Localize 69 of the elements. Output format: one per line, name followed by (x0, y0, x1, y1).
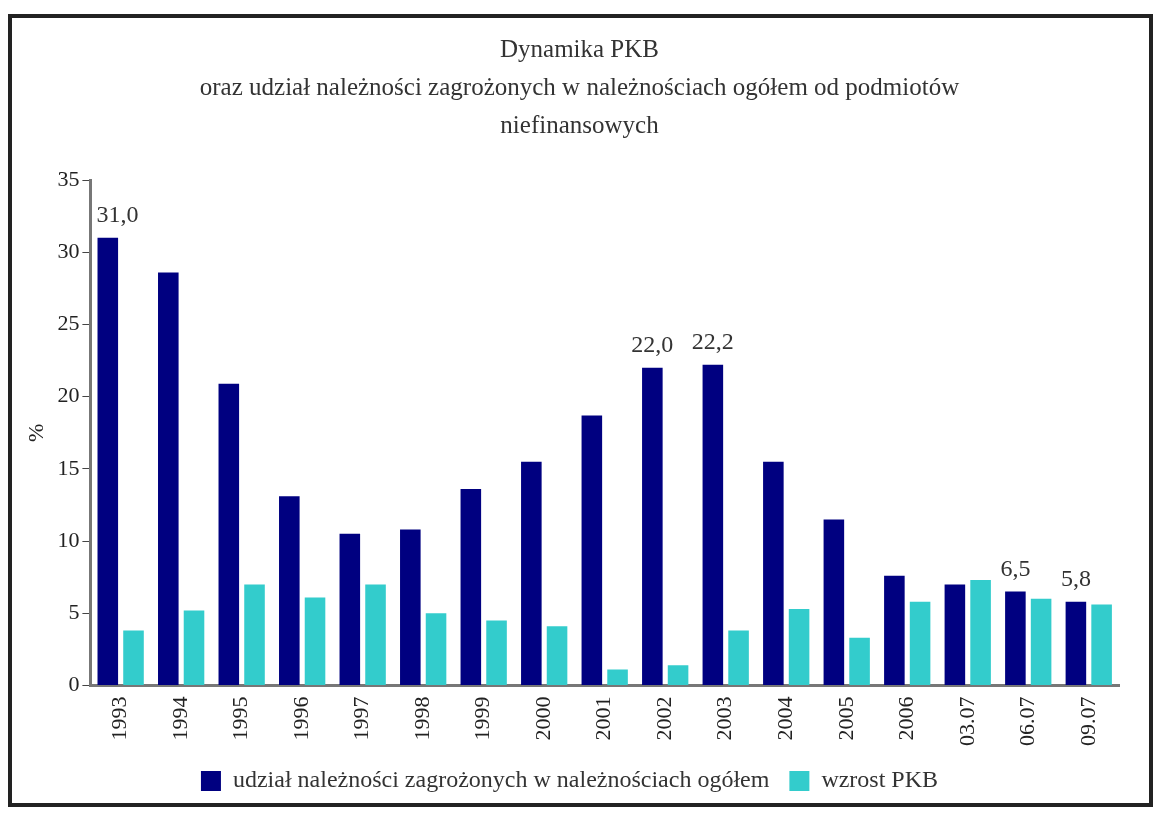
y-tick-label: 5 (68, 599, 80, 625)
bar (1091, 604, 1112, 685)
y-tick-label: 20 (57, 382, 80, 408)
y-tick-label: 10 (57, 526, 80, 552)
bar (365, 584, 386, 685)
y-tick-label: 25 (57, 310, 80, 336)
legend-label: wzrost PKB (821, 766, 939, 793)
y-axis-title: % (22, 423, 48, 442)
x-tick-label: 03.07 (953, 696, 979, 746)
x-tick-label: 2002 (650, 696, 676, 741)
data-label: 31,0 (96, 201, 139, 228)
bar (728, 630, 749, 685)
data-label: 5,8 (1060, 565, 1091, 592)
x-tick-label: 1998 (408, 696, 434, 741)
bar (849, 637, 870, 685)
bar (884, 575, 905, 685)
x-tick-label: 09.07 (1074, 696, 1100, 746)
bar (1065, 601, 1087, 685)
bar (970, 580, 991, 685)
x-tick-label: 06.07 (1014, 696, 1040, 746)
bar (607, 669, 628, 685)
bar (667, 665, 689, 685)
data-label: 22,2 (691, 328, 734, 355)
y-tick-label: 0 (68, 671, 80, 697)
legend-label: udział należności zagrożonych w należnościach ogółem (232, 766, 770, 793)
bar (788, 608, 810, 685)
x-tick-label: 1995 (227, 696, 253, 741)
bar (521, 461, 542, 685)
x-tick-label: 2001 (590, 696, 616, 741)
x-tick-label: 2005 (832, 696, 858, 741)
bar (425, 613, 447, 685)
x-tick-label: 1997 (348, 696, 374, 741)
bar (244, 584, 265, 685)
bar (400, 529, 421, 685)
y-tick-label: 15 (57, 454, 80, 480)
bar (1030, 598, 1052, 685)
y-tick-label: 35 (57, 165, 80, 191)
x-tick-label: 1993 (106, 696, 132, 741)
bar (158, 272, 179, 685)
bar (97, 237, 119, 685)
bar (702, 364, 724, 685)
bar (279, 496, 300, 685)
bar (123, 630, 144, 685)
bar (486, 620, 507, 685)
data-label: 22,0 (631, 331, 674, 358)
x-tick-label: 1994 (166, 696, 192, 741)
x-tick-label: 2004 (772, 696, 797, 741)
y-tick-label: 30 (57, 238, 80, 263)
x-tick-label: 1996 (287, 696, 313, 741)
bar (546, 626, 568, 685)
bar (218, 383, 240, 685)
chart-title: Dynamika PKB (499, 34, 660, 64)
data-label: 6,5 (1000, 554, 1031, 581)
bar (944, 584, 966, 685)
x-tick-label: 2000 (529, 696, 555, 741)
bar (763, 461, 784, 685)
x-tick-label: 2006 (893, 696, 919, 741)
bar (304, 597, 326, 685)
bar (183, 610, 205, 685)
bar (339, 533, 361, 685)
bar (642, 367, 663, 685)
x-tick-label: 2003 (711, 696, 737, 741)
bar (581, 415, 603, 685)
bar (460, 489, 482, 685)
bar (909, 601, 931, 685)
bar (1005, 591, 1026, 685)
bar (823, 519, 845, 685)
x-tick-label: 1999 (469, 696, 495, 741)
chart-subtitle: oraz udział należności zagrożonych w należnościach ogółem od podmiotów niefinansowych (198, 72, 961, 140)
